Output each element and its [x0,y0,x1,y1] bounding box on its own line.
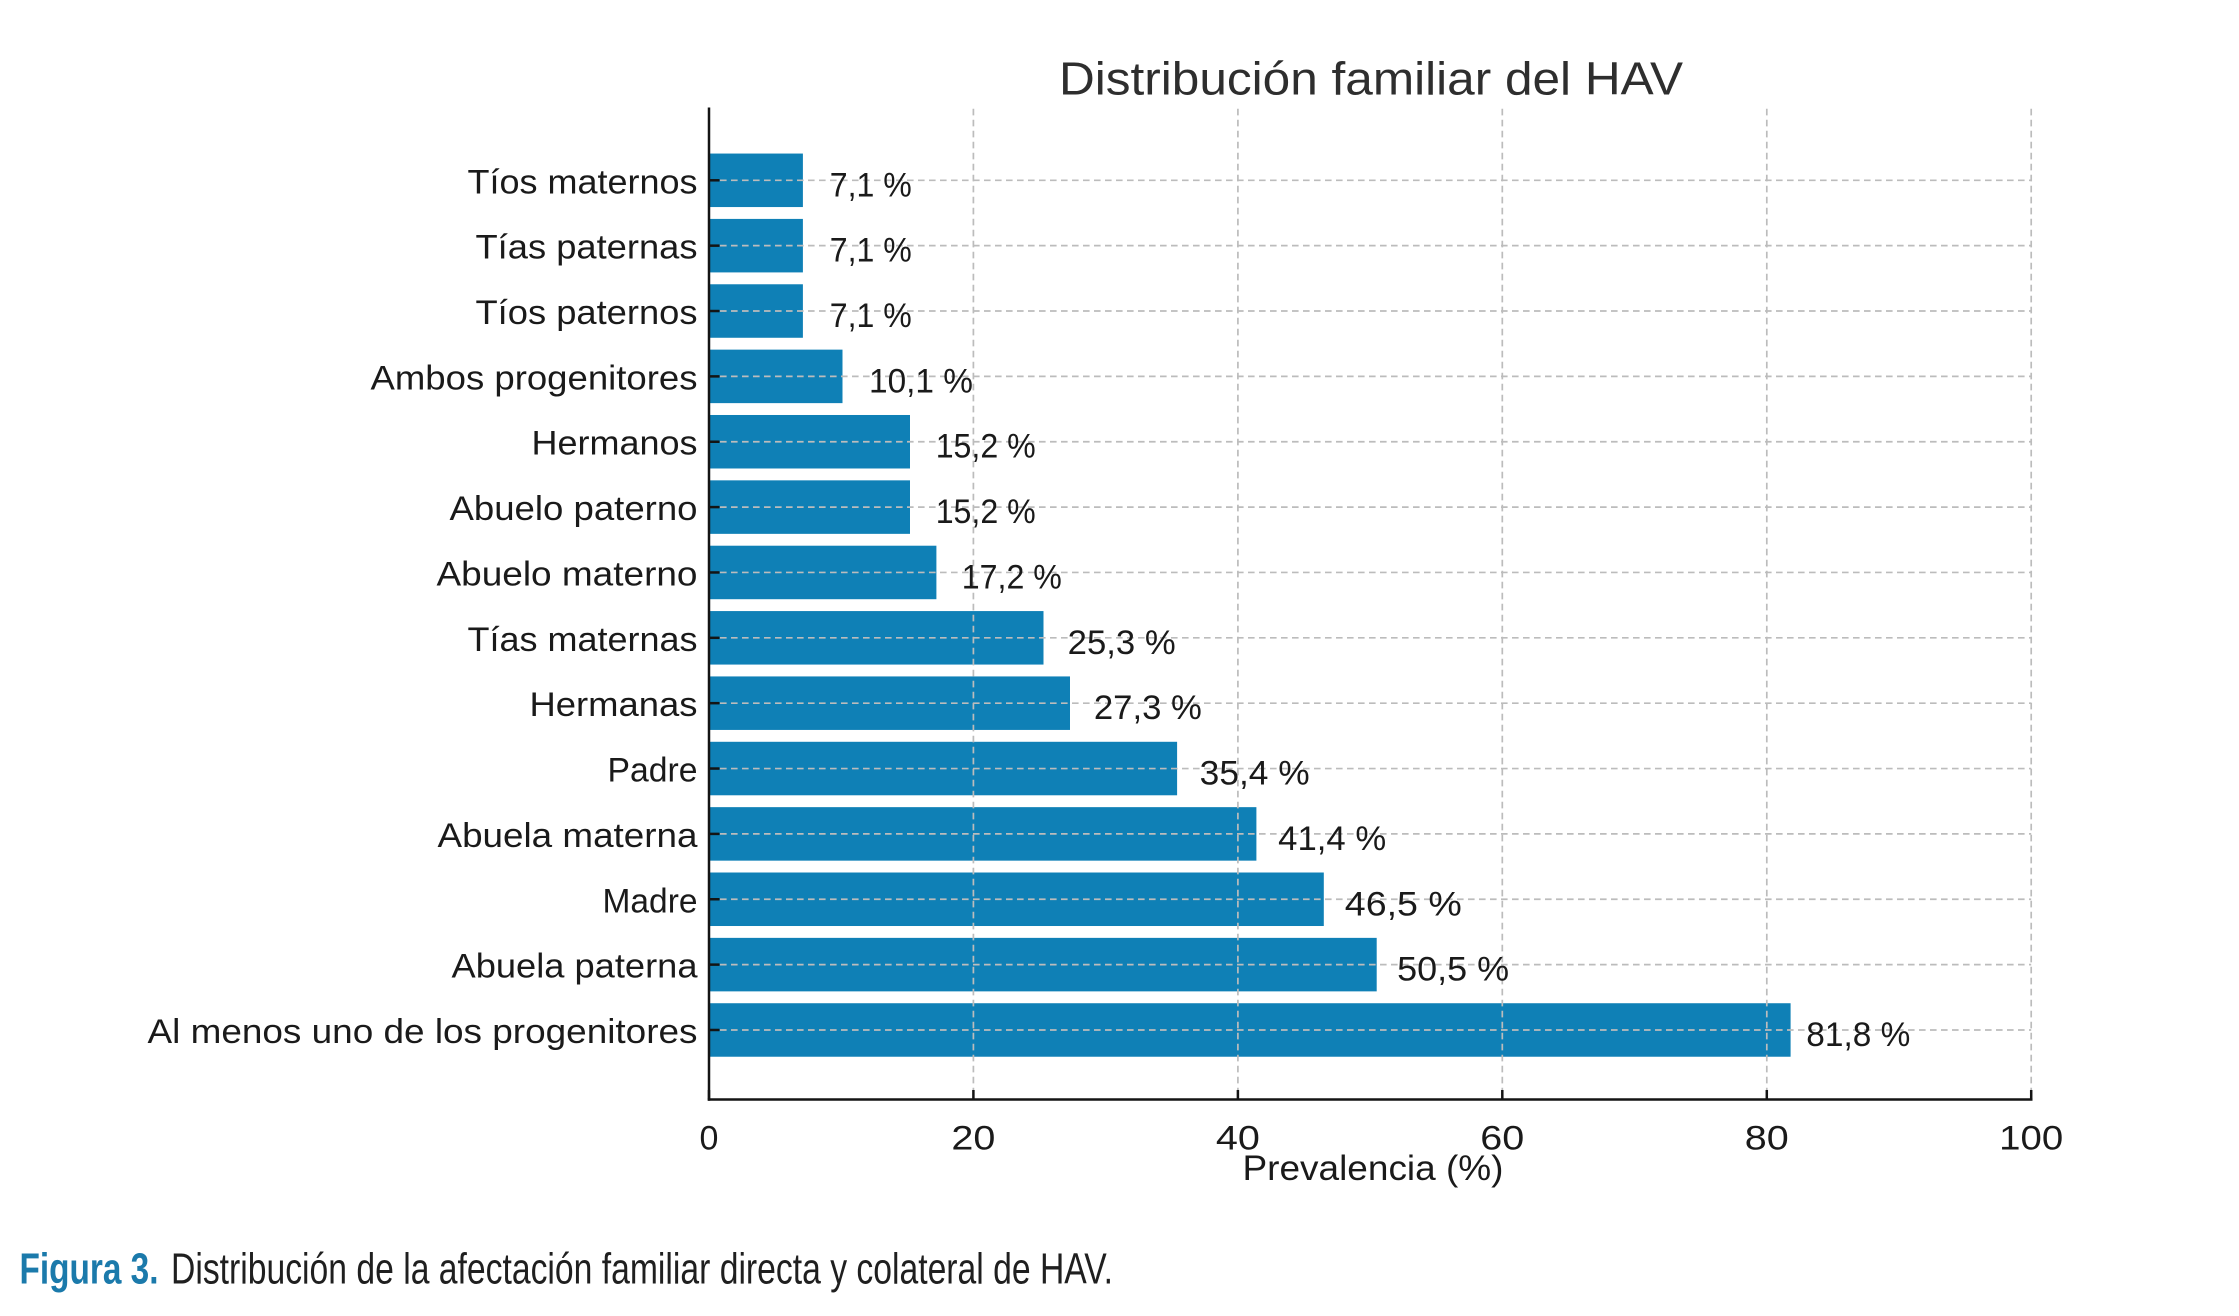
svg-text:Al menos uno de los progenitor: Al menos uno de los progenitores [148,1013,698,1051]
svg-text:Abuelo paterno: Abuelo paterno [450,490,698,528]
svg-text:Hermanas: Hermanas [530,686,698,724]
svg-text:7,1 %: 7,1 % [830,232,912,270]
svg-text:Abuelo materno: Abuelo materno [437,555,698,593]
svg-text:Prevalencia (%): Prevalencia (%) [1243,1149,1504,1188]
svg-text:0: 0 [700,1120,719,1158]
svg-text:15,2 %: 15,2 % [936,493,1036,531]
svg-text:Distribución de la afectación: Distribución de la afectación familiar d… [171,1245,1113,1294]
svg-text:81,8 %: 81,8 % [1806,1016,1910,1054]
svg-text:40: 40 [1216,1120,1260,1158]
svg-text:35,4 %: 35,4 % [1200,755,1310,793]
svg-text:Hermanos: Hermanos [532,425,698,463]
svg-text:100: 100 [1999,1120,2063,1158]
svg-text:Ambos progenitores: Ambos progenitores [371,359,698,397]
svg-text:Tías maternas: Tías maternas [468,621,698,659]
svg-text:50,5 %: 50,5 % [1397,951,1509,989]
svg-text:46,5 %: 46,5 % [1345,885,1462,923]
svg-text:17,2 %: 17,2 % [962,558,1062,596]
svg-text:Distribución familiar del HAV: Distribución familiar del HAV [1059,53,1683,105]
svg-text:80: 80 [1745,1120,1789,1158]
svg-text:41,4 %: 41,4 % [1278,820,1386,858]
svg-text:Tíos maternos: Tíos maternos [468,163,698,201]
svg-text:Tíos paternos: Tíos paternos [476,294,698,332]
svg-text:25,3 %: 25,3 % [1068,624,1176,662]
svg-text:15,2 %: 15,2 % [936,428,1036,466]
svg-text:20: 20 [951,1120,995,1158]
svg-text:7,1 %: 7,1 % [830,297,912,335]
svg-text:Abuela paterna: Abuela paterna [452,948,698,986]
svg-text:10,1 %: 10,1 % [869,362,973,400]
svg-text:Padre: Padre [608,752,698,790]
svg-text:Figura 3.: Figura 3. [20,1245,159,1294]
svg-text:7,1 %: 7,1 % [830,166,912,204]
svg-text:Abuela materna: Abuela materna [438,817,698,855]
svg-text:Madre: Madre [603,882,698,920]
svg-text:Tías paternas: Tías paternas [476,229,698,267]
svg-text:60: 60 [1480,1120,1524,1158]
svg-text:27,3 %: 27,3 % [1094,689,1202,727]
